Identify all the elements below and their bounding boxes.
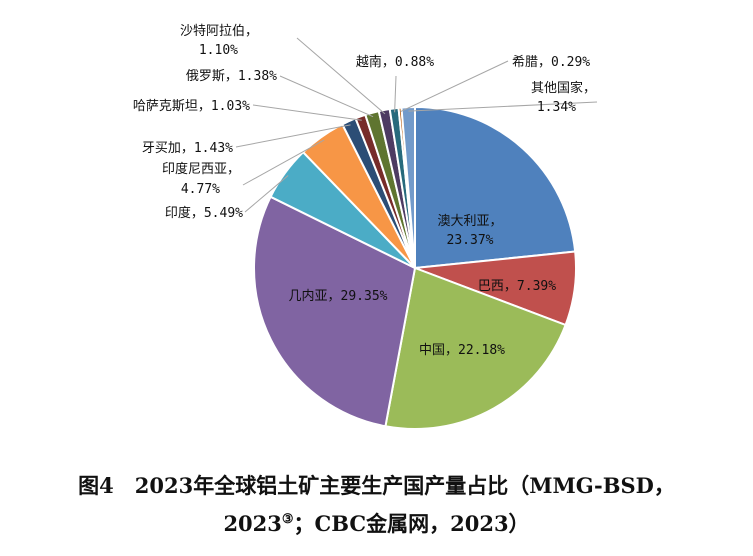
leader-line-7 <box>252 104 362 121</box>
pie-slice-12 <box>400 105 416 269</box>
leader-line-11 <box>400 60 509 113</box>
slice-label-3: 几内亚，29.35% <box>289 288 388 304</box>
slice-label-2: 中国，22.18% <box>419 343 505 358</box>
slice-label-value-0: 23.37% <box>447 233 494 248</box>
leader-line-12 <box>408 101 598 112</box>
leader-line-10 <box>394 75 397 113</box>
slice-label-value-9: 1.10% <box>199 43 238 58</box>
pie-slices <box>253 105 577 430</box>
slice-label-name-9: 沙特阿拉伯， <box>180 24 258 39</box>
pie-slice-3 <box>253 195 417 428</box>
slice-label-name-12: 其他国家， <box>531 80 596 96</box>
chart-title: 图4 2023年全球铝土矿主要生产国产量占比（MMG-BSD， <box>78 473 675 498</box>
chart-title-footnote-mark: ③ <box>281 512 294 527</box>
leader-line-9 <box>296 37 386 115</box>
slice-label-name-5: 印度尼西亚， <box>162 161 240 177</box>
leader-line-4 <box>244 175 289 213</box>
slice-label-value-12: 1.34% <box>537 100 576 115</box>
leader-lines <box>235 37 598 213</box>
slice-label-12: 其他国家， 1.34% <box>531 80 596 115</box>
slice-label-4: 印度，5.49% <box>165 205 243 221</box>
pie-slice-0 <box>414 105 577 270</box>
leader-line-8 <box>279 75 374 118</box>
slice-label-9: 沙特阿拉伯， 1.10% <box>180 24 258 58</box>
pie-slice-2 <box>384 266 567 430</box>
slice-label-5: 印度尼西亚， 4.77% <box>162 161 240 197</box>
slice-label-value-5: 4.77% <box>181 182 220 197</box>
leader-line-6 <box>235 124 351 148</box>
slice-label-7: 哈萨克斯坦，1.03% <box>133 99 250 114</box>
chart-title-year: 2023 <box>223 511 282 536</box>
slice-label-1: 巴西，7.39% <box>478 279 556 294</box>
pie-chart: 澳大利亚， 23.37% 巴西，7.39% 中国，22.18% 几内亚，29.35% 印度… <box>133 24 598 430</box>
chart-title-source: ；CBC金属网，2023） <box>293 511 530 536</box>
slice-label-0: 澳大利亚， 23.37% <box>437 213 502 248</box>
slice-label-10: 越南，0.88% <box>356 54 434 70</box>
leader-line-5 <box>242 139 325 186</box>
slice-labels: 澳大利亚， 23.37% 巴西，7.39% 中国，22.18% 几内亚，29.35% 印度… <box>133 24 596 358</box>
slice-label-6: 牙买加，1.43% <box>142 141 233 156</box>
slice-label-8: 俄罗斯，1.38% <box>186 69 277 84</box>
slice-label-name-0: 澳大利亚， <box>437 213 502 229</box>
chart-title-line2: 2023③；CBC金属网，2023） <box>0 508 753 538</box>
slice-label-11: 希腊，0.29% <box>512 55 590 70</box>
